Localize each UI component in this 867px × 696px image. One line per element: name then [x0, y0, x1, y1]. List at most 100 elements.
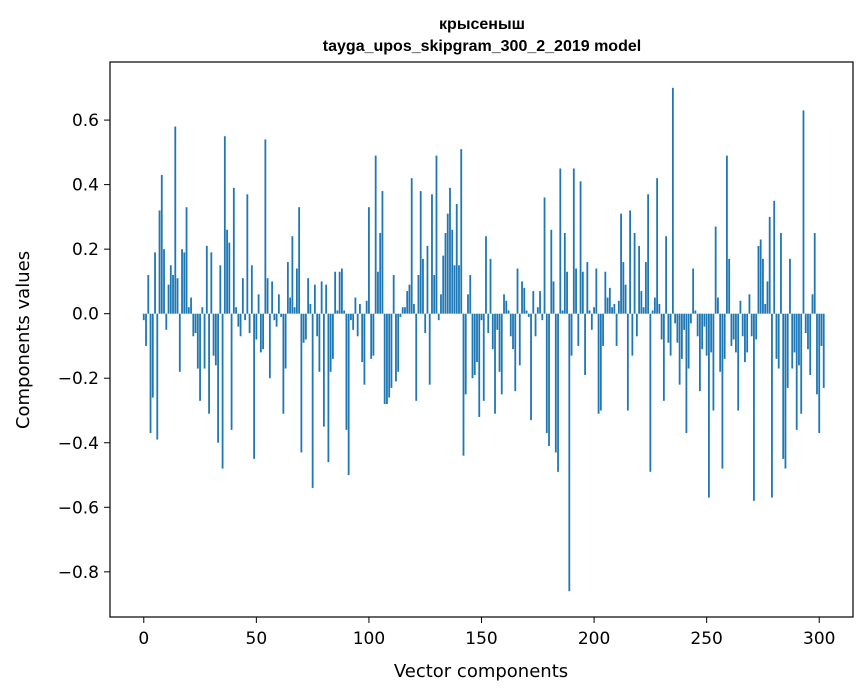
bar [791, 313, 794, 369]
bar [410, 178, 413, 314]
bar [581, 271, 584, 314]
bar [248, 313, 251, 334]
bar [723, 313, 726, 359]
bar [289, 297, 292, 314]
bar [442, 255, 445, 314]
bar [154, 252, 156, 314]
bar [291, 236, 294, 314]
bar [181, 249, 183, 314]
bar [460, 149, 463, 314]
bar [397, 313, 400, 372]
bar [404, 307, 406, 314]
bar [174, 126, 177, 314]
bar [176, 278, 179, 314]
bar [226, 229, 228, 314]
bar [352, 313, 355, 330]
bar [196, 313, 199, 369]
bar [453, 265, 456, 314]
bar [613, 304, 616, 314]
x-tick-label: 100 [353, 629, 385, 649]
bar [523, 287, 526, 314]
bar [388, 313, 391, 398]
bar [424, 313, 427, 334]
bar [192, 313, 195, 337]
bar [223, 136, 226, 314]
bar [602, 313, 604, 346]
bar [379, 233, 382, 314]
bar [789, 258, 791, 314]
bar [701, 313, 704, 350]
bar [199, 313, 201, 401]
bar [759, 239, 762, 314]
bar [356, 313, 359, 337]
bar [746, 313, 749, 353]
bar [332, 313, 334, 359]
bar [363, 313, 366, 385]
bar [572, 168, 575, 314]
bar [372, 313, 375, 356]
bar [575, 268, 577, 314]
bar [253, 313, 255, 459]
bar [480, 313, 483, 321]
bar [449, 187, 451, 314]
bar [509, 313, 512, 337]
bar [487, 313, 490, 334]
bar [322, 313, 325, 427]
bar [232, 187, 235, 314]
bar [498, 313, 501, 372]
bar [651, 310, 654, 314]
bar [178, 313, 181, 372]
bar [336, 310, 339, 314]
bar [539, 291, 541, 314]
y-tick-label: −0.8 [58, 563, 99, 583]
x-tick-label: 0 [138, 629, 149, 649]
bar [640, 291, 643, 314]
bar [307, 278, 310, 314]
bar [678, 313, 681, 385]
bar [577, 313, 580, 346]
bar [160, 174, 163, 314]
bar [811, 294, 814, 314]
bar [142, 313, 145, 321]
bar [525, 310, 528, 314]
bar [467, 294, 469, 314]
bar [764, 304, 767, 314]
bar [705, 313, 708, 356]
bar [235, 307, 237, 314]
bar [293, 307, 296, 314]
bar [469, 274, 472, 314]
bar [147, 274, 150, 314]
bar [277, 294, 280, 314]
bar [775, 313, 778, 359]
bar [545, 313, 548, 434]
bar [737, 313, 740, 411]
bar [187, 307, 190, 314]
bar [451, 229, 454, 314]
bar [590, 313, 593, 330]
bar [145, 313, 147, 346]
bar [485, 236, 487, 314]
bar [647, 194, 650, 314]
x-tick-label: 50 [246, 629, 268, 649]
bar [739, 300, 742, 314]
bar [347, 313, 350, 476]
bar [658, 304, 661, 314]
bar [768, 216, 771, 314]
bar [419, 191, 422, 314]
bar [696, 313, 699, 337]
bar [757, 245, 760, 314]
bar [275, 313, 278, 327]
bar [554, 313, 557, 453]
bar [559, 168, 562, 314]
bar [350, 313, 352, 321]
bar [512, 313, 514, 350]
bar [208, 313, 210, 414]
bar [496, 313, 499, 330]
bar [282, 313, 285, 414]
bar [435, 155, 438, 314]
bar [464, 313, 467, 395]
bar [683, 313, 686, 330]
bar [183, 252, 186, 314]
bar [476, 313, 478, 363]
bar [798, 313, 800, 366]
